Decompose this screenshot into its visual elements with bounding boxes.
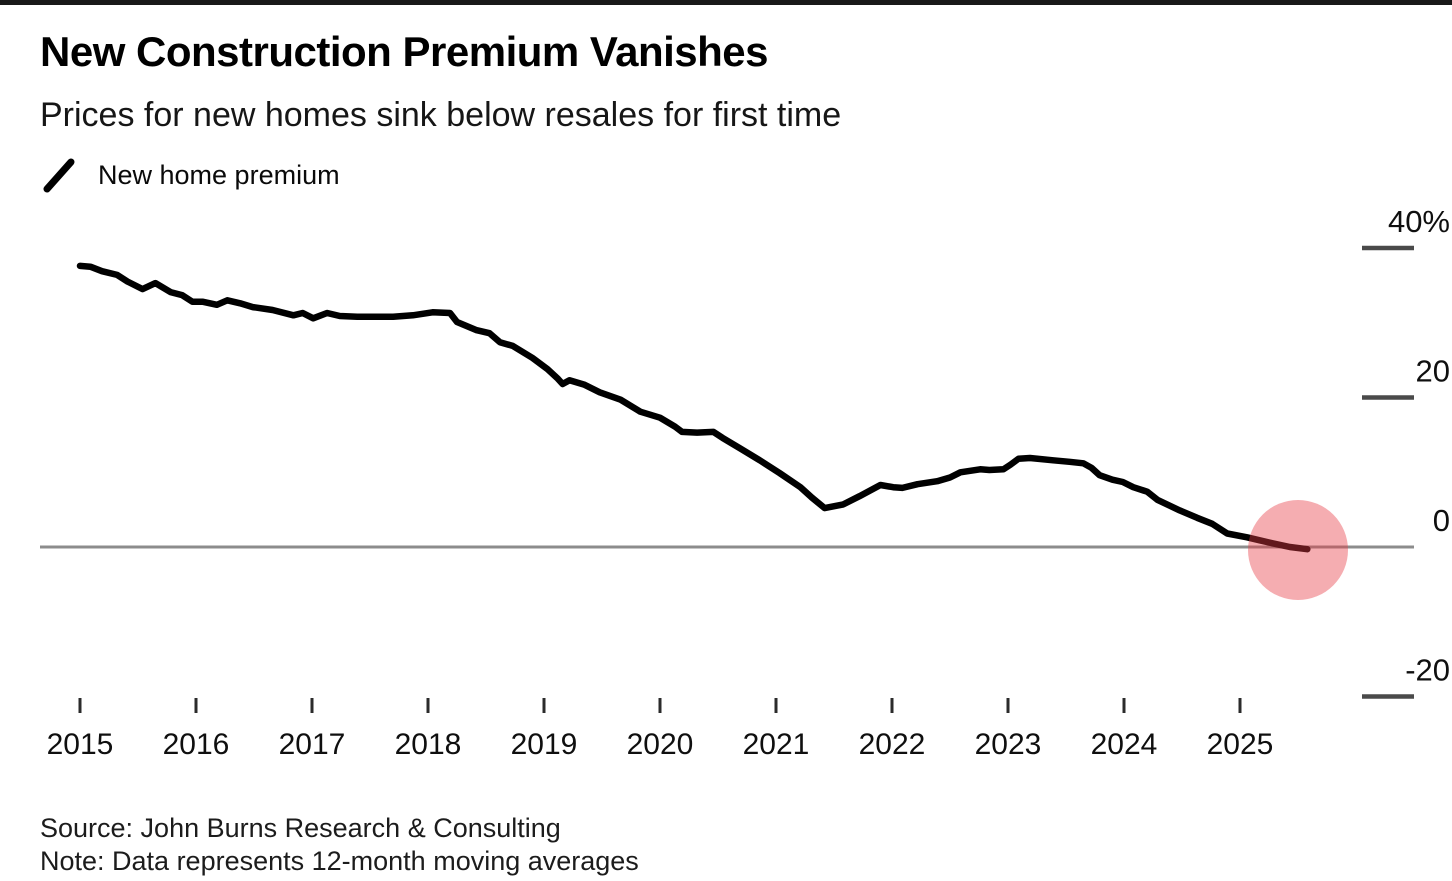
new-home-premium-line	[76, 262, 1311, 553]
x-axis-label: 2015	[47, 728, 114, 761]
chart-title: New Construction Premium Vanishes	[40, 28, 769, 75]
top-border-bar	[0, 0, 1452, 5]
x-axis-label: 2018	[395, 728, 462, 761]
y-axis-label: 20	[1416, 354, 1450, 389]
y-axis-label: 40%	[1388, 204, 1450, 239]
source-note: Source: John Burns Research & Consulting	[40, 813, 561, 843]
x-axis-label: 2017	[279, 728, 346, 761]
x-axis-label: 2022	[859, 728, 926, 761]
x-axis-label: 2024	[1091, 728, 1158, 761]
x-axis-label: 2021	[743, 728, 810, 761]
chart-subtitle: Prices for new homes sink below resales …	[40, 96, 842, 134]
legend-label: New home premium	[98, 159, 340, 190]
x-axis-label: 2025	[1207, 728, 1274, 761]
y-axis-label: 0	[1433, 503, 1450, 538]
legend: New home premium	[42, 156, 340, 194]
highlight-circle	[1248, 499, 1348, 600]
x-axis-label: 2020	[627, 728, 694, 761]
data-note: Note: Data represents 12-month moving av…	[40, 846, 639, 876]
x-axis-label: 2016	[163, 728, 230, 761]
x-axis-label: 2019	[511, 728, 578, 761]
line-series-marker-icon	[43, 158, 75, 193]
y-axis-label: -20	[1405, 653, 1450, 688]
x-axis-label: 2023	[975, 728, 1042, 761]
